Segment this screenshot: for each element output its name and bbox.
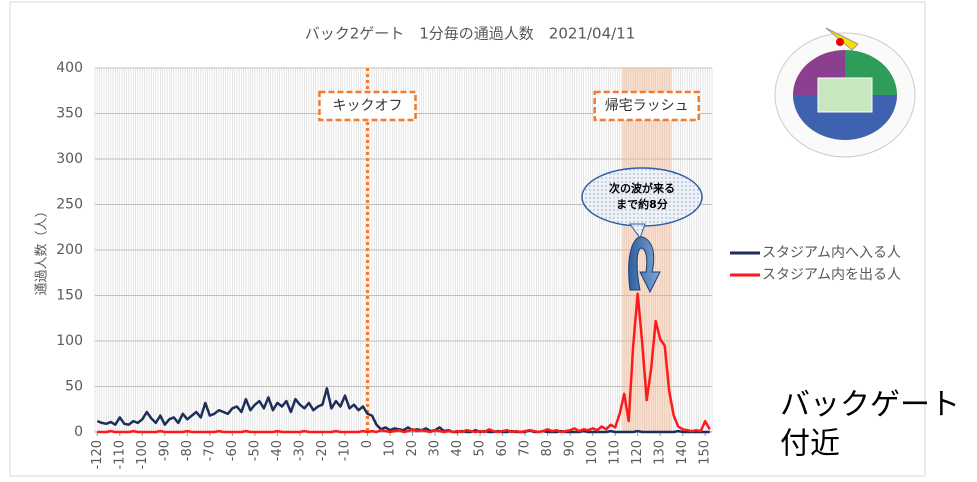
y-tick-label: 400 xyxy=(56,60,83,76)
x-tick-label: -20 xyxy=(315,440,330,461)
x-tick-label: 70 xyxy=(518,440,533,457)
series-line xyxy=(97,292,711,434)
x-tick-label: 150 xyxy=(698,440,713,465)
x-tick-label: 20 xyxy=(405,440,420,457)
marks xyxy=(96,292,711,434)
y-tick-label: 200 xyxy=(56,242,83,258)
x-tick-label: 100 xyxy=(585,440,600,465)
location-line: バックゲート xyxy=(780,388,960,423)
location-line: 付近 xyxy=(780,427,840,462)
x-tick-label: -120 xyxy=(90,440,105,470)
legend-label: スタジアム内を出る人 xyxy=(762,267,901,283)
chart-title: バック2ゲート 1分毎の通過人数 2021/04/11 xyxy=(305,25,636,43)
x-tick-label: 90 xyxy=(563,440,578,457)
x-tick-label: -100 xyxy=(135,440,150,470)
x-tick-label: 120 xyxy=(630,440,645,465)
x-tick-label: -60 xyxy=(225,440,240,461)
x-tick-label: -30 xyxy=(292,440,307,461)
x-tick-label: 50 xyxy=(473,440,488,457)
bubble xyxy=(581,167,703,227)
x-tick-label: 140 xyxy=(675,440,690,465)
x-tick-label: -10 xyxy=(337,440,352,461)
bubble-line: 次の波が来る xyxy=(609,181,675,195)
x-tick-label: 110 xyxy=(608,440,623,465)
x-tick-label: 30 xyxy=(428,440,443,457)
bubble-tail xyxy=(629,223,646,240)
y-axis-label: 通過人数（人） xyxy=(35,204,50,295)
stadium-map xyxy=(774,27,916,158)
y-tick-label: 250 xyxy=(56,197,83,213)
rush-box xyxy=(593,90,700,122)
x-tick-label: -90 xyxy=(157,440,172,461)
rush-label: 帰宅ラッシュ xyxy=(605,97,689,114)
x-tick-label: -80 xyxy=(180,440,195,461)
series-line xyxy=(96,387,710,434)
y-tick-label: 150 xyxy=(56,288,83,304)
x-tick-label: -70 xyxy=(202,440,217,461)
kickoff-label: キックオフ xyxy=(332,98,402,114)
y-tick-label: 50 xyxy=(65,379,83,395)
y-tick-label: 300 xyxy=(56,151,83,167)
y-tick-label: 100 xyxy=(56,333,83,349)
x-tick-label: -110 xyxy=(112,440,127,470)
x-tick-label: -50 xyxy=(247,440,262,461)
x-tick-label: 10 xyxy=(382,440,397,457)
x-tick-label: 0 xyxy=(360,440,375,448)
y-tick-label: 350 xyxy=(56,106,83,122)
x-tick-label: 60 xyxy=(495,440,510,457)
x-tick-label: -40 xyxy=(270,440,285,461)
y-tick-label: 0 xyxy=(74,424,83,440)
legend-label: スタジアム内へ入る人 xyxy=(762,245,901,261)
bubble-line: まで約8分 xyxy=(616,197,668,211)
x-tick-label: 130 xyxy=(653,440,668,465)
x-tick-label: 40 xyxy=(450,440,465,457)
x-tick-label: 80 xyxy=(540,440,555,457)
wave-arrow xyxy=(628,236,661,294)
kickoff-box xyxy=(318,90,417,122)
